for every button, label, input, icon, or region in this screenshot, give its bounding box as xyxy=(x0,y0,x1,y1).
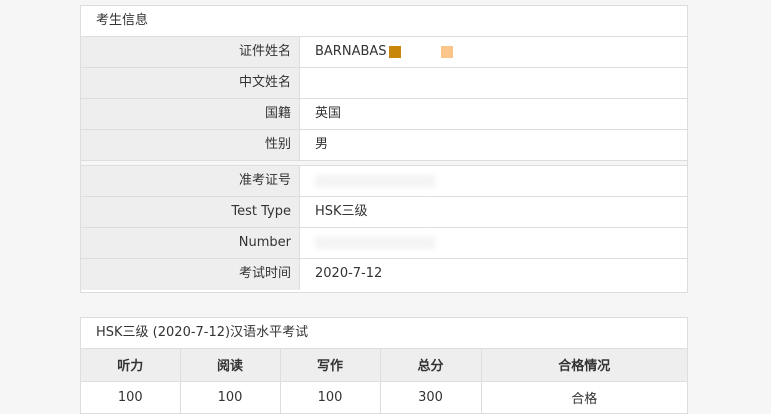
field-value: BARNABAS xyxy=(300,37,687,67)
field-label: 性别 xyxy=(81,130,300,160)
field-label: 证件姓名 xyxy=(81,37,300,67)
field-value: 男 xyxy=(315,137,329,152)
info-row-nationality: 国籍 英国 xyxy=(81,99,687,130)
header-writing: 写作 xyxy=(279,349,381,382)
redaction-blur xyxy=(315,175,435,187)
score-table: 听力 阅读 写作 总分 合格情况 100 100 100 300 合格 xyxy=(81,349,687,414)
info-row-id-name: 证件姓名 BARNABAS xyxy=(81,37,687,68)
field-label: 中文姓名 xyxy=(81,68,300,98)
field-label: Test Type xyxy=(81,197,300,227)
score-panel: HSK三级 (2020-7-12)汉语水平考试 听力 阅读 写作 总分 合格情况… xyxy=(80,317,688,414)
candidate-info-panel: 考生信息 证件姓名 BARNABAS 中文姓名 国籍 英国 性别 男 准考证号 … xyxy=(80,5,688,293)
id-name-value: BARNABAS xyxy=(315,44,387,59)
redaction-blur xyxy=(315,237,435,249)
panel-title: 考生信息 xyxy=(81,6,687,37)
header-listening: 听力 xyxy=(81,349,181,382)
field-value xyxy=(300,228,687,258)
field-label: 考试时间 xyxy=(81,259,300,290)
panel-title: HSK三级 (2020-7-12)汉语水平考试 xyxy=(81,318,687,349)
info-row-number: Number xyxy=(81,228,687,259)
redaction-mark xyxy=(440,45,453,58)
listening-score: 100 xyxy=(81,380,181,414)
total-score: 300 xyxy=(379,380,482,414)
info-row-test-type: Test Type HSK三级 xyxy=(81,197,687,228)
header-total: 总分 xyxy=(379,349,482,382)
table-header-row: 听力 阅读 写作 总分 合格情况 xyxy=(81,349,687,382)
info-row-exam-date: 考试时间 2020-7-12 xyxy=(81,259,687,290)
pass-status: 合格 xyxy=(480,380,687,414)
table-row: 100 100 100 300 合格 xyxy=(81,380,687,414)
field-value xyxy=(300,68,687,98)
writing-score: 100 xyxy=(279,380,381,414)
field-value: HSK三级 xyxy=(315,204,368,219)
field-label: 国籍 xyxy=(81,99,300,129)
info-row-gender: 性别 男 xyxy=(81,130,687,161)
field-value: 2020-7-12 xyxy=(315,266,383,281)
redaction-mark xyxy=(388,45,401,58)
info-row-admission-number: 准考证号 xyxy=(81,166,687,197)
field-value: 英国 xyxy=(315,106,342,121)
header-reading: 阅读 xyxy=(179,349,281,382)
field-label: 准考证号 xyxy=(81,166,300,196)
info-row-chinese-name: 中文姓名 xyxy=(81,68,687,99)
field-label: Number xyxy=(81,228,300,258)
reading-score: 100 xyxy=(179,380,281,414)
divider xyxy=(81,161,687,166)
field-value xyxy=(300,166,687,196)
header-pass-status: 合格情况 xyxy=(480,349,687,382)
